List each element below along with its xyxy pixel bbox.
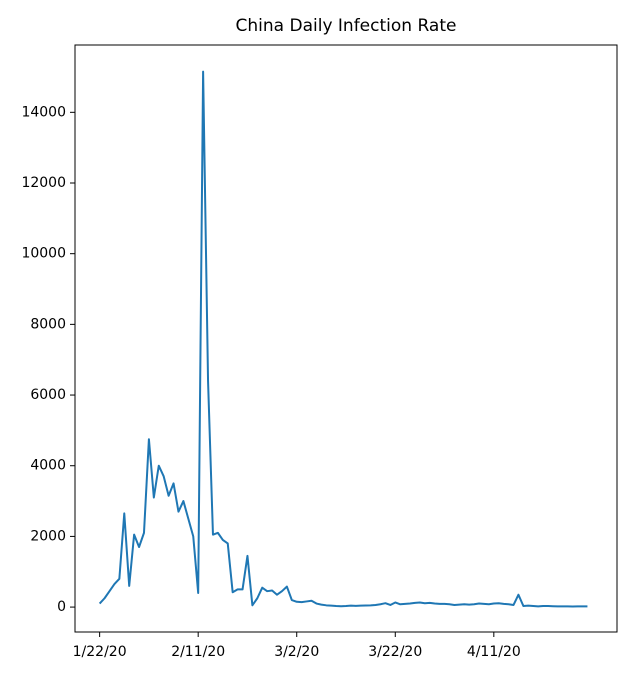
y-tick-label: 4000 bbox=[30, 458, 66, 474]
x-tick-label: 3/22/20 bbox=[368, 644, 422, 660]
x-tick-label: 1/22/20 bbox=[73, 644, 127, 660]
chart-title: China Daily Infection Rate bbox=[236, 16, 457, 36]
x-tick-label: 4/11/20 bbox=[467, 644, 521, 660]
y-tick-label: 12000 bbox=[21, 175, 66, 191]
y-tick-label: 14000 bbox=[21, 104, 66, 120]
y-tick-label: 0 bbox=[57, 599, 66, 615]
x-tick-label: 2/11/20 bbox=[171, 644, 225, 660]
y-tick-label: 8000 bbox=[30, 316, 66, 332]
plot-frame bbox=[74, 44, 618, 633]
y-tick-label: 6000 bbox=[30, 387, 66, 403]
x-tick-label: 3/2/20 bbox=[274, 644, 319, 660]
data-line bbox=[98, 70, 588, 608]
y-tick-label: 10000 bbox=[21, 246, 66, 262]
y-tick-label: 2000 bbox=[30, 528, 66, 544]
